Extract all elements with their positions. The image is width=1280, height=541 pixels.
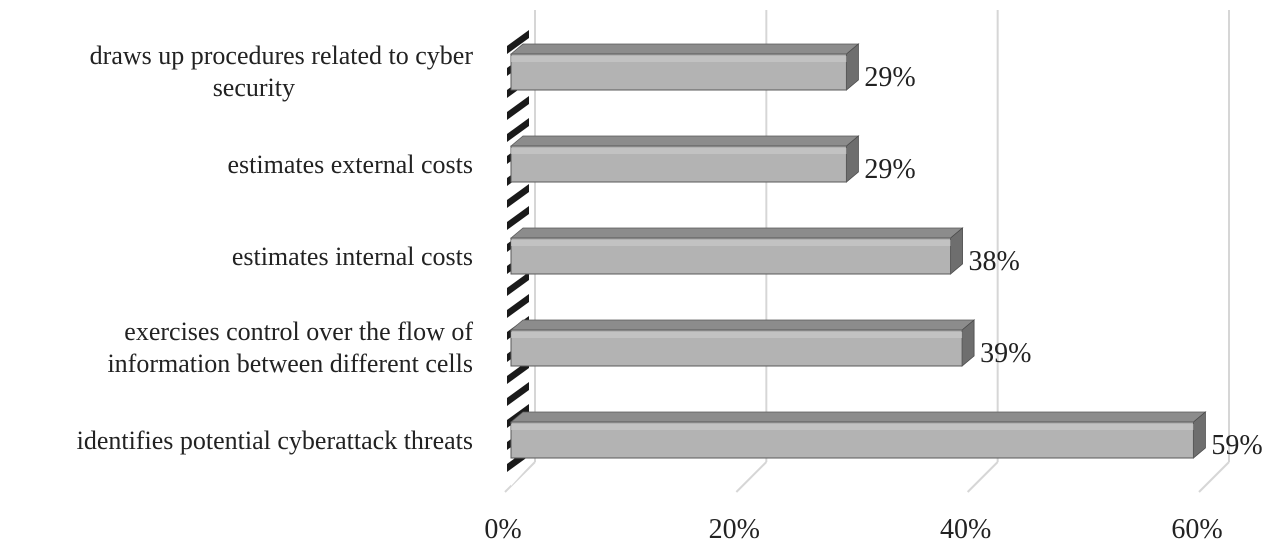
x-tick-label-60: 60% [1171,514,1222,541]
data-label-4: 39% [980,338,1031,369]
category-label-1: draws up procedures related to cyber secu… [90,41,474,102]
data-label-2: 29% [864,154,915,185]
data-label-5: 59% [1211,430,1262,461]
bar-3 [509,227,964,275]
bar-5 [509,411,1207,459]
x-axis-tick-labels: 0% 20% 40% 60% [484,514,1222,541]
bar-2 [509,135,860,183]
x-tick-label-0: 0% [484,514,521,541]
category-label-4: exercises control over the flow of inform… [107,317,473,378]
bar-4 [509,319,976,367]
gridline-40 [966,10,999,493]
category-label-3: estimates internal costs [232,242,473,271]
bar-1 [509,43,860,91]
bars [509,43,1207,459]
category-labels: draws up procedures related to cyber secu… [77,41,474,455]
category-label-2: estimates external costs [228,150,473,179]
x-tick-label-40: 40% [940,514,991,541]
data-label-1: 29% [864,62,915,93]
data-labels: 29% 29% 38% 39% 59% [864,62,1262,461]
category-label-5: identifies potential cyberattack threats [77,426,473,455]
gridline-60 [1198,10,1230,493]
data-label-3: 38% [969,246,1020,277]
x-tick-label-20: 20% [709,514,760,541]
